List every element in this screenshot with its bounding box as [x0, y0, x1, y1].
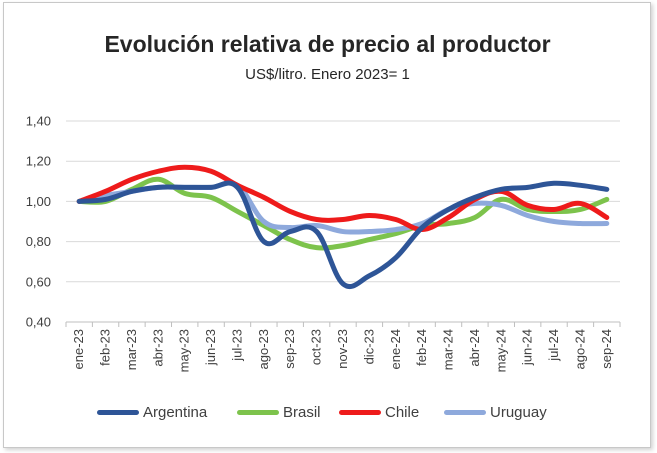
legend-item-argentina: Argentina	[97, 402, 207, 422]
x-tick-label: mar-24	[441, 329, 456, 370]
x-tick-label: oct-23	[309, 329, 324, 365]
y-tick-label: 0,80	[26, 234, 51, 249]
y-tick-label: 1,00	[26, 194, 51, 209]
x-tick-label: may-23	[177, 329, 192, 372]
x-tick-label: jul-23	[229, 329, 244, 362]
y-tick-label: 0,40	[26, 315, 51, 330]
y-axis-ticks: 0,40 0,60 0,80 1,00 1,20 1,40	[26, 114, 51, 330]
chart-title: Evolución relativa de precio al producto…	[104, 31, 551, 57]
chart-subtitle: US$/litro. Enero 2023= 1	[245, 66, 410, 83]
x-tick-label: ene-24	[388, 329, 403, 369]
x-tick-label: mar-23	[124, 329, 139, 370]
y-tick-label: 1,20	[26, 154, 51, 169]
series-lines	[76, 164, 610, 290]
x-tick-label: ene-23	[71, 329, 86, 369]
legend-swatch	[339, 409, 381, 415]
legend-label: Brasil	[283, 403, 321, 421]
legend-item-brasil: Brasil	[237, 402, 321, 422]
x-tick-label: ago-23	[256, 329, 271, 369]
x-tick-label: abr-23	[150, 329, 165, 367]
legend-swatch	[97, 409, 139, 415]
x-tick-label: feb-23	[98, 329, 113, 366]
legend-item-chile: Chile	[339, 402, 419, 422]
y-tick-label: 1,40	[26, 114, 51, 129]
legend-label: Argentina	[143, 403, 208, 421]
x-tick-label: nov-23	[335, 329, 350, 369]
legend-label: Chile	[385, 403, 420, 421]
series-line-argentina	[76, 180, 610, 290]
x-tick-label: jun-24	[520, 329, 535, 366]
x-tick-label: feb-24	[414, 329, 429, 366]
x-tick-label: abr-24	[467, 329, 482, 367]
legend-label: Uruguay	[490, 403, 547, 421]
gridlines	[66, 120, 620, 283]
y-tick-label: 0,60	[26, 274, 51, 289]
x-tick-label: jul-24	[546, 329, 561, 362]
legend: Argentina Brasil Chile Uruguay	[0, 402, 655, 426]
x-tick-label: dic-23	[361, 329, 376, 364]
legend-swatch	[444, 409, 486, 415]
x-tick-label: jun-23	[203, 329, 218, 366]
x-tick-label: sep-24	[599, 329, 614, 369]
legend-item-uruguay: Uruguay	[444, 402, 547, 422]
series-line-brasil	[76, 176, 610, 251]
chart-frame	[3, 2, 651, 448]
x-tick-label: ago-24	[572, 329, 587, 369]
x-tick-label: may-24	[493, 329, 508, 372]
legend-swatch	[237, 409, 279, 415]
x-axis	[65, 321, 621, 327]
x-axis-ticks: ene-23 feb-23 mar-23 abr-23 may-23 jun-23 jul-…	[71, 329, 614, 372]
series-line-chile	[76, 164, 610, 233]
x-tick-label: sep-23	[282, 329, 297, 369]
